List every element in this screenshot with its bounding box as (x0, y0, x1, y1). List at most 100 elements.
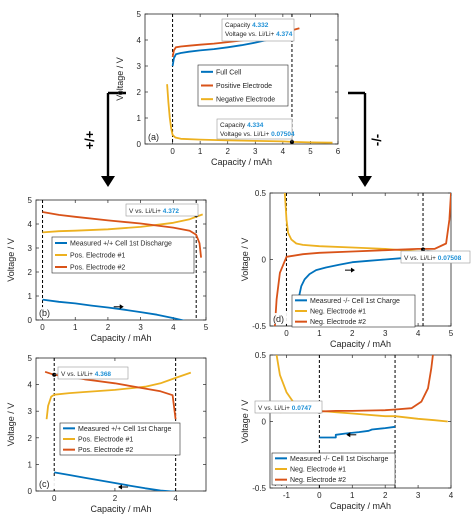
annotation-box (400, 250, 471, 264)
legend-box (59, 422, 181, 456)
annotation-line1-label: Capacity (225, 22, 252, 29)
annotation-box (221, 18, 295, 42)
legend-box (51, 236, 195, 274)
annotation-line1-value: 0.0747 (292, 405, 312, 412)
panel-label-bg (38, 307, 56, 318)
x-tick-label: 4 (171, 323, 176, 332)
chart-panel-b: 0 1 2 3 4 5 0 1 2 3 4 5 Capacity / mAh Voltage / V (b)… (6, 196, 209, 343)
series-line-1 (295, 255, 424, 326)
y-tick-label: 1 (137, 114, 142, 123)
annotation-line2-label: Voltage vs. Li/Li+ (220, 131, 271, 138)
y-axis-label: Voltage / V (240, 238, 250, 282)
series-line-1 (319, 425, 396, 439)
x-axis-label: Capacity / mAh (330, 501, 391, 511)
annotation-line2: Voltage vs. Li/Li+ 0.07504 (220, 131, 295, 138)
series-line-2 (42, 213, 204, 234)
legend-box (271, 452, 396, 486)
x-tick-label: 4 (281, 147, 286, 156)
direction-arrow-head (119, 304, 124, 310)
legend-entry-3: Negative Electrode (216, 97, 275, 104)
arrow-minus-minus-label: -/- (369, 134, 384, 146)
legend-entry-2: Pos. Electrode #1 (70, 253, 125, 260)
legend-entry-3: Pos. Electrode #2 (70, 265, 125, 272)
legend-entry-2: Pos. Electrode #1 (78, 437, 133, 444)
y-tick-label: 5 (137, 10, 142, 19)
plot-series-group (42, 211, 204, 320)
annotation-line1-value: 4.334 (247, 122, 264, 129)
x-tick-label: 6 (336, 147, 341, 156)
legend-entry-2: Positive Electrode (216, 83, 272, 90)
x-tick-label: 5 (204, 323, 209, 332)
y-tick-label: 3 (28, 244, 33, 253)
annotation-box (125, 203, 199, 217)
annotation-box (57, 366, 129, 380)
chart-panel-d: 0 1 2 3 4 5 -0.5 0 0.5 Capacity / mAh Voltage / V (… (240, 189, 471, 349)
y-tick-label: 0 (137, 140, 142, 149)
panel-label-bg (272, 313, 290, 324)
x-tick-label: 0 (52, 494, 57, 503)
y-tick-label: 1 (28, 460, 33, 469)
x-tick-label: 0 (284, 329, 289, 338)
x-tick-label: 0 (170, 147, 175, 156)
y-tick-label: 2 (137, 88, 142, 97)
x-tick-label: 5 (308, 147, 313, 156)
x-tick-label: 1 (198, 147, 203, 156)
x-tick-label: 0 (317, 491, 322, 500)
series-line-2 (275, 355, 448, 423)
legend-entry-1: Measured +/+ Cell 1st Charge (78, 426, 171, 433)
annotation-line1: V vs. Li/Li+ 0.0747 (258, 405, 312, 412)
y-tick-label: 4 (28, 381, 33, 390)
x-tick-label: 2 (106, 323, 111, 332)
annotation-line1: V vs. Li/Li+ 4.368 (61, 371, 111, 378)
annotation-line1-value: 0.07508 (438, 255, 462, 262)
panel-label-bg (147, 131, 165, 142)
x-tick-label: 3 (138, 323, 143, 332)
annotation-line1: V vs. Li/Li+ 4.372 (129, 208, 179, 215)
panel-label: (c) (39, 479, 50, 489)
arrow-plus-plus: +/+ (82, 91, 126, 187)
x-tick-label: 2 (113, 494, 118, 503)
x-tick-label: 2 (350, 329, 355, 338)
direction-arrow-head (118, 484, 123, 490)
series-line-3 (274, 193, 451, 326)
legend-entry-2: Neg. Electrode #1 (290, 467, 346, 474)
x-tick-label: 3 (416, 491, 421, 500)
x-tick-label: 1 (350, 491, 355, 500)
y-axis-label: Voltage / V (6, 238, 16, 282)
annotation-line2-value: 0.07504 (271, 131, 295, 138)
annotation-leader (54, 372, 59, 376)
series-line-2 (283, 193, 451, 256)
legend-entry-1: Full Cell (216, 69, 242, 76)
legend-entry-1: Measured +/+ Cell 1st Discharge (70, 241, 172, 248)
direction-arrow-head (350, 267, 355, 273)
x-tick-label: 2 (225, 147, 230, 156)
panel-label: (a) (148, 132, 159, 142)
y-tick-label: 3 (137, 62, 142, 71)
legend-entry-3: Neg. Electrode #2 (290, 477, 346, 484)
y-tick-label: 2 (28, 268, 33, 277)
y-tick-label: 0.5 (255, 351, 267, 360)
series-line-3 (42, 211, 202, 258)
arrow-plus-plus-label: +/+ (82, 130, 97, 149)
panel-label: (d) (273, 314, 284, 324)
plot-series-group (275, 355, 448, 439)
annotation-line2-label: Voltage vs. Li/Li+ (225, 31, 276, 38)
y-tick-label: 5 (28, 196, 33, 205)
annotation-line1-value: 4.372 (163, 208, 180, 215)
y-tick-label: 3 (28, 407, 33, 416)
x-tick-label: 1 (73, 323, 78, 332)
series-line-1 (54, 471, 176, 491)
x-tick-label: 3 (253, 147, 258, 156)
x-tick-label: 4 (416, 329, 421, 338)
x-tick-label: 1 (317, 329, 322, 338)
annotation-line1: Capacity 4.334 (220, 122, 264, 129)
arrow-minus-minus: -/- (348, 91, 384, 187)
y-tick-label: 0 (262, 256, 267, 265)
annotation-line1-label: V vs. Li/Li+ (129, 208, 163, 215)
chart-panel-a: 0 1 2 3 4 5 6 0 1 2 3 4 5 Capacity / mAh Voltage / V (a… (115, 10, 341, 167)
legend-entry-1: Measured -/- Cell 1st Discharge (290, 456, 389, 463)
annotation-line1-label: V vs. Li/Li+ (61, 371, 95, 378)
y-axis-label: Voltage / V (6, 403, 16, 447)
y-tick-label: 0 (28, 316, 33, 325)
